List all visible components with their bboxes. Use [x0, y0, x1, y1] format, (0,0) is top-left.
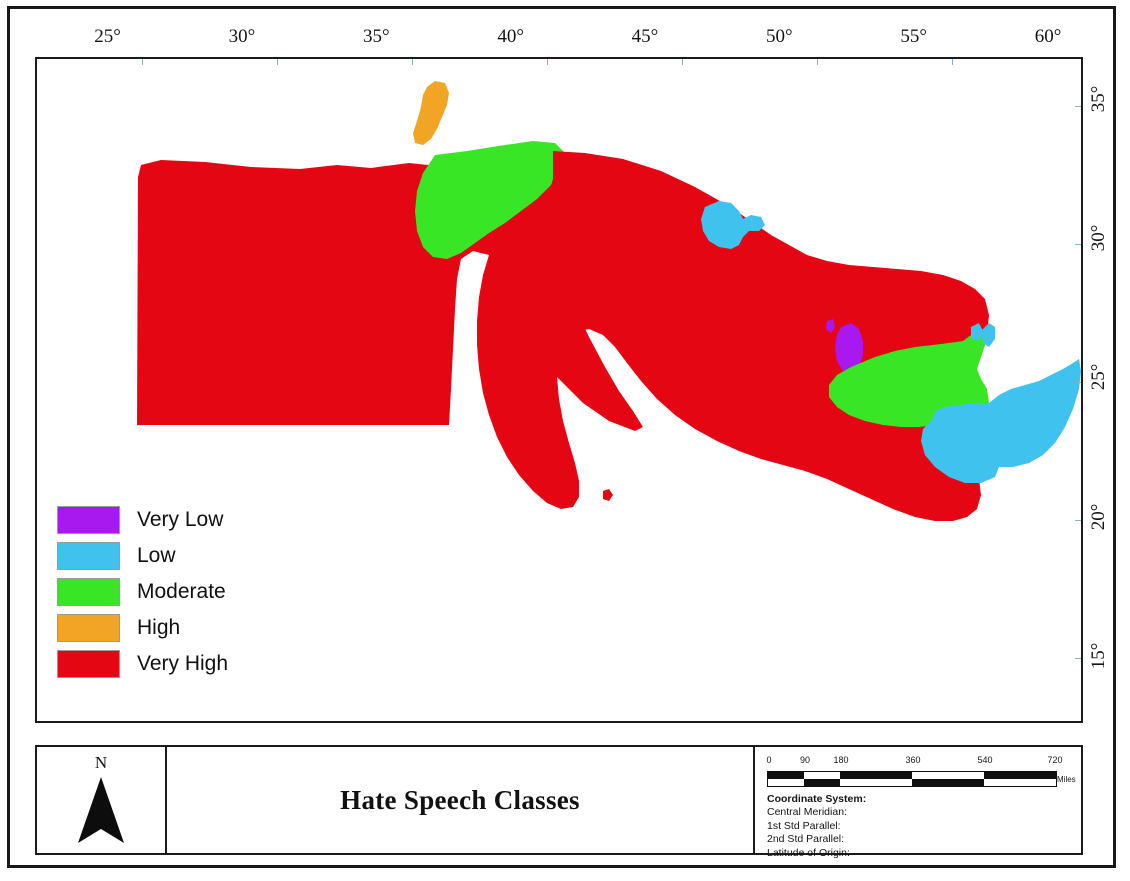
scale-tick-90: 90	[799, 755, 811, 765]
legend-swatch-very-low	[57, 506, 120, 534]
lat-label-20: 20°	[1088, 503, 1109, 531]
lon-label-40: 40°	[497, 26, 524, 47]
map-bottom-panel: N Hate Speech Classes 0 90 180 360 540 7…	[35, 745, 1083, 859]
country-polygons	[137, 81, 1081, 521]
map-data-frame[interactable]: Very Low Low Moderate High Very High	[35, 57, 1083, 723]
scale-bar-cell: 0 90 180 360 540 720	[755, 747, 1081, 859]
scale-tick-180: 180	[833, 755, 849, 765]
lon-label-50: 50°	[766, 26, 793, 47]
legend-item[interactable]: High	[57, 610, 228, 646]
coordinate-system-block: Coordinate System: Central Meridian: 1st…	[767, 793, 1071, 860]
lon-tick-55	[952, 59, 953, 65]
region-oman[interactable]	[933, 323, 1081, 467]
lon-tick-60	[1081, 59, 1082, 65]
coord-line-latitude-of-origin: Latitude of Origin:	[767, 846, 850, 859]
scale-seg	[912, 779, 984, 786]
lon-tick-25	[142, 59, 143, 65]
legend-label-moderate: Moderate	[137, 580, 226, 603]
scale-seg	[804, 772, 840, 779]
north-label: N	[94, 753, 108, 772]
legend-swatch-low	[57, 542, 120, 570]
legend-label-very-low: Very Low	[137, 508, 224, 531]
legend-label-high: High	[137, 616, 181, 639]
region-qatar[interactable]	[835, 323, 863, 373]
coord-line-2nd-std-parallel: 2nd Std Parallel:	[767, 833, 845, 846]
lon-tick-50	[817, 59, 818, 65]
lon-tick-35	[412, 59, 413, 65]
region-jordan[interactable]	[415, 141, 565, 259]
latitude-axis-labels: 35° 30° 25° 20° 15°	[1084, 57, 1114, 723]
region-saudi-arabia-iraq[interactable]	[477, 151, 989, 521]
lat-label-30: 30°	[1088, 224, 1109, 252]
scale-bar-row-bottom	[768, 779, 1056, 786]
region-oman-south	[921, 419, 999, 483]
region-islet-south	[603, 489, 613, 501]
legend-item[interactable]: Low	[57, 538, 228, 574]
lon-tick-30	[277, 59, 278, 65]
lat-label-15: 15°	[1088, 642, 1109, 670]
legend-label-very-high: Very High	[137, 652, 229, 675]
page-title: Hate Speech Classes	[340, 784, 580, 815]
region-lebanon[interactable]	[413, 81, 449, 145]
scale-tick-720: 720	[1047, 755, 1063, 765]
coord-line-central-meridian: Central Meridian:	[767, 806, 847, 819]
lat-label-35: 35°	[1088, 85, 1109, 113]
lon-label-60: 60°	[1034, 26, 1062, 47]
region-oman-musandam	[971, 323, 983, 341]
lat-label-25: 25°	[1088, 364, 1109, 391]
north-arrow-cell: N	[37, 747, 167, 853]
legend-swatch-very-high	[57, 650, 120, 678]
lat-tick-25	[1075, 382, 1081, 383]
legend-swatch-high	[57, 614, 120, 642]
region-kuwait[interactable]	[701, 201, 765, 249]
scale-bar-graphic	[767, 771, 1057, 787]
lon-label-30: 30°	[228, 26, 256, 47]
north-arrow-icon	[74, 775, 128, 852]
scale-tick-0: 0	[766, 755, 772, 765]
coord-line-1st-std-parallel: 1st Std Parallel:	[767, 819, 841, 832]
lon-label-35: 35°	[362, 26, 390, 47]
scale-bar-ticks: 0 90 180 360 540 720	[766, 755, 1062, 769]
scale-seg	[984, 779, 1056, 786]
map-legend: Very Low Low Moderate High Very High	[43, 494, 242, 692]
lat-tick-35	[1075, 106, 1081, 107]
scale-bar-row-top	[768, 772, 1056, 779]
lat-tick-20	[1075, 520, 1081, 521]
lon-tick-40	[547, 59, 548, 65]
scale-seg	[912, 772, 984, 779]
scale-tick-360: 360	[905, 755, 921, 765]
scale-seg	[804, 779, 840, 786]
scale-seg	[768, 772, 804, 779]
scale-seg	[840, 772, 912, 779]
scale-seg	[768, 779, 804, 786]
map-title-cell: Hate Speech Classes	[167, 747, 755, 853]
scale-seg	[840, 779, 912, 786]
scale-tick-540: 540	[977, 755, 993, 765]
lat-tick-15	[1075, 658, 1081, 659]
legend-item[interactable]: Moderate	[57, 574, 228, 610]
lon-label-55: 55°	[900, 26, 928, 47]
lat-tick-30	[1075, 244, 1081, 245]
lon-label-45: 45°	[631, 26, 659, 47]
region-bahrain	[826, 319, 835, 333]
lon-label-25: 25°	[94, 26, 121, 47]
coord-line-system: Coordinate System:	[767, 793, 867, 805]
scale-seg	[984, 772, 1056, 779]
lon-tick-45	[682, 59, 683, 65]
longitude-axis-labels: 25° 30° 35° 40° 45° 50° 55° 60°	[35, 26, 1083, 56]
region-uae[interactable]	[829, 331, 989, 427]
legend-item[interactable]: Very High	[57, 646, 228, 682]
scale-bar-units: Miles	[1057, 775, 1076, 784]
legend-swatch-moderate	[57, 578, 120, 606]
legend-item[interactable]: Very Low	[57, 502, 228, 538]
legend-label-low: Low	[137, 544, 176, 567]
